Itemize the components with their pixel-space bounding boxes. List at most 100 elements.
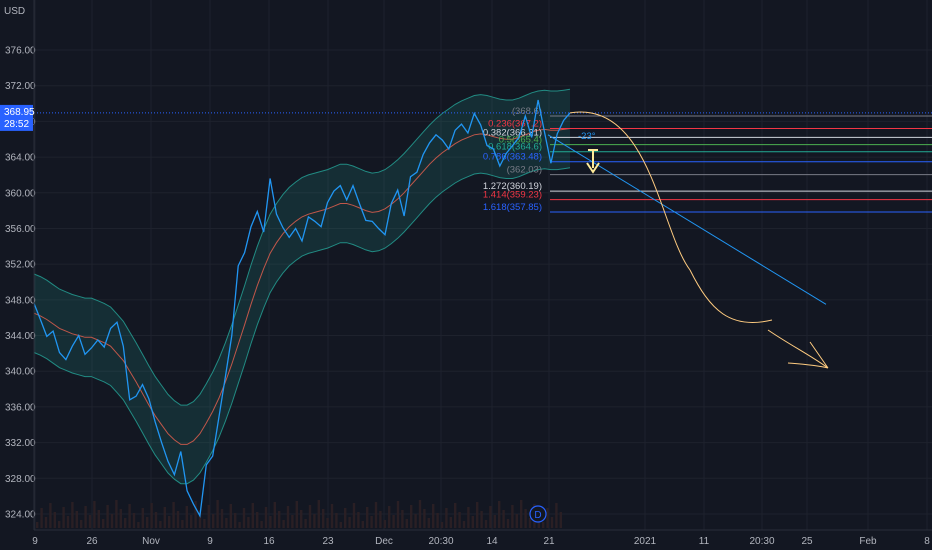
- volume-bar: [207, 505, 210, 528]
- volume-bar: [511, 505, 514, 528]
- projection-drawings[interactable]: -23°: [547, 111, 829, 369]
- volume-bar: [71, 502, 74, 528]
- x-tick-label: 26: [86, 536, 98, 547]
- projection-path[interactable]: [569, 111, 773, 324]
- volume-bar: [374, 502, 378, 528]
- dividend-marker-label: D: [534, 510, 541, 521]
- volume-bar: [128, 504, 131, 528]
- volume-bar: [80, 520, 83, 528]
- fib-level-label: 1.618(357.85): [483, 202, 542, 213]
- volume-bar: [40, 508, 43, 528]
- volume-bar: [379, 511, 382, 528]
- band-lower: [33, 167, 571, 485]
- y-tick-label: 340.00: [5, 367, 36, 378]
- fibonacci-levels[interactable]: (368.6) 0.236(367.2)0.382(366.21)0.5(365.…: [483, 106, 932, 213]
- volume-bar: [427, 518, 430, 528]
- volume-bar: [484, 520, 488, 528]
- volume-bar: [264, 507, 268, 528]
- volume-bar: [220, 509, 224, 528]
- volume-bar: [163, 507, 166, 528]
- volume-bar: [546, 508, 549, 528]
- volume-bar: [286, 506, 290, 528]
- volume-bar: [194, 501, 197, 528]
- ma-line: [33, 128, 571, 445]
- volume-bar: [251, 503, 254, 528]
- volume-bar: [313, 514, 316, 528]
- volume-bar: [489, 506, 492, 528]
- fib-level-label: 0.5(365.4): [499, 135, 542, 146]
- volume-bar: [225, 518, 228, 528]
- volume-bar: [62, 507, 65, 528]
- volume-bar: [467, 507, 470, 528]
- volume-bar: [295, 501, 298, 528]
- volume-bar: [75, 511, 78, 528]
- volume-bar: [410, 505, 413, 528]
- volume-bar: [58, 521, 61, 528]
- volume-bar: [396, 501, 400, 528]
- y-tick-label: 344.00: [5, 331, 36, 342]
- volume-bar: [559, 512, 562, 528]
- volume-bar: [352, 503, 356, 528]
- y-tick-label: 376.00: [5, 46, 36, 57]
- y-tick-label: 352.00: [5, 260, 36, 271]
- y-tick-label: 328.00: [5, 474, 36, 485]
- currency-label: USD: [4, 6, 26, 17]
- volume-bar: [102, 519, 105, 528]
- volume-bar: [150, 503, 153, 528]
- down-arrow-icon: [586, 149, 600, 174]
- volume-bar: [304, 519, 307, 528]
- price-line: [33, 99, 571, 518]
- volume-bar: [115, 500, 118, 528]
- trend-line[interactable]: [547, 134, 827, 305]
- volume-bar: [106, 505, 109, 528]
- x-tick-label: 20:30: [428, 536, 453, 547]
- volume-bar: [383, 520, 386, 528]
- projection-arrow[interactable]: [767, 329, 829, 369]
- volume-bar: [88, 515, 92, 528]
- fib-level-label: 1.272(360.19): [483, 181, 542, 192]
- volume-bar: [141, 508, 144, 528]
- x-tick-label: 20:30: [749, 536, 774, 547]
- volume-bar: [146, 517, 149, 528]
- volume-bar: [66, 516, 70, 528]
- volume-bar: [212, 514, 215, 528]
- volume-bar: [172, 502, 175, 528]
- price-series: [33, 99, 932, 518]
- volume-bar: [110, 514, 114, 528]
- fib-level-label: 0.618(364.6): [488, 142, 542, 153]
- x-tick-label: Feb: [859, 536, 877, 547]
- fib-level-label: 0.236(367.2): [488, 119, 542, 130]
- volume-bar: [344, 508, 347, 528]
- price-tag-countdown: 28:52: [4, 119, 29, 130]
- volume-bar: [515, 514, 518, 528]
- x-tick-label: 21: [543, 536, 555, 547]
- volume-bar: [528, 518, 532, 528]
- y-tick-label: 348.00: [5, 295, 36, 306]
- volume-bar: [234, 513, 237, 528]
- band-fill: [34, 89, 570, 484]
- volume-bar: [242, 508, 246, 528]
- volume-bar: [119, 509, 122, 528]
- x-tick-label: 8: [924, 536, 930, 547]
- x-axis[interactable]: 9 26 Nov 9 16 23 Dec 20:30 14 21 2021 11 20:30 25 Feb 8…: [32, 505, 932, 547]
- volume-bar: [440, 522, 444, 528]
- volume-bar: [432, 504, 435, 528]
- fib-level-label: (362.03): [507, 165, 542, 176]
- x-tick-label: 14: [486, 536, 498, 547]
- dividend-marker-icon[interactable]: [529, 505, 547, 523]
- x-tick-label: 11: [699, 536, 710, 547]
- volume-bar: [366, 507, 369, 528]
- fib-level-label: 1.414(359.23): [483, 190, 542, 201]
- y-axis[interactable]: 376.00372.00368.00364.00360.00356.00352.…: [0, 0, 36, 530]
- volume-bar: [339, 522, 342, 528]
- price-tag-value: 368.95: [4, 107, 35, 118]
- volume-bar: [414, 514, 417, 528]
- volume-bar: [300, 510, 303, 528]
- volume-bar: [322, 509, 325, 528]
- volume-bar: [542, 522, 545, 528]
- gridlines: [34, 0, 932, 530]
- volume-bar: [203, 519, 206, 528]
- volume-bar: [405, 519, 408, 528]
